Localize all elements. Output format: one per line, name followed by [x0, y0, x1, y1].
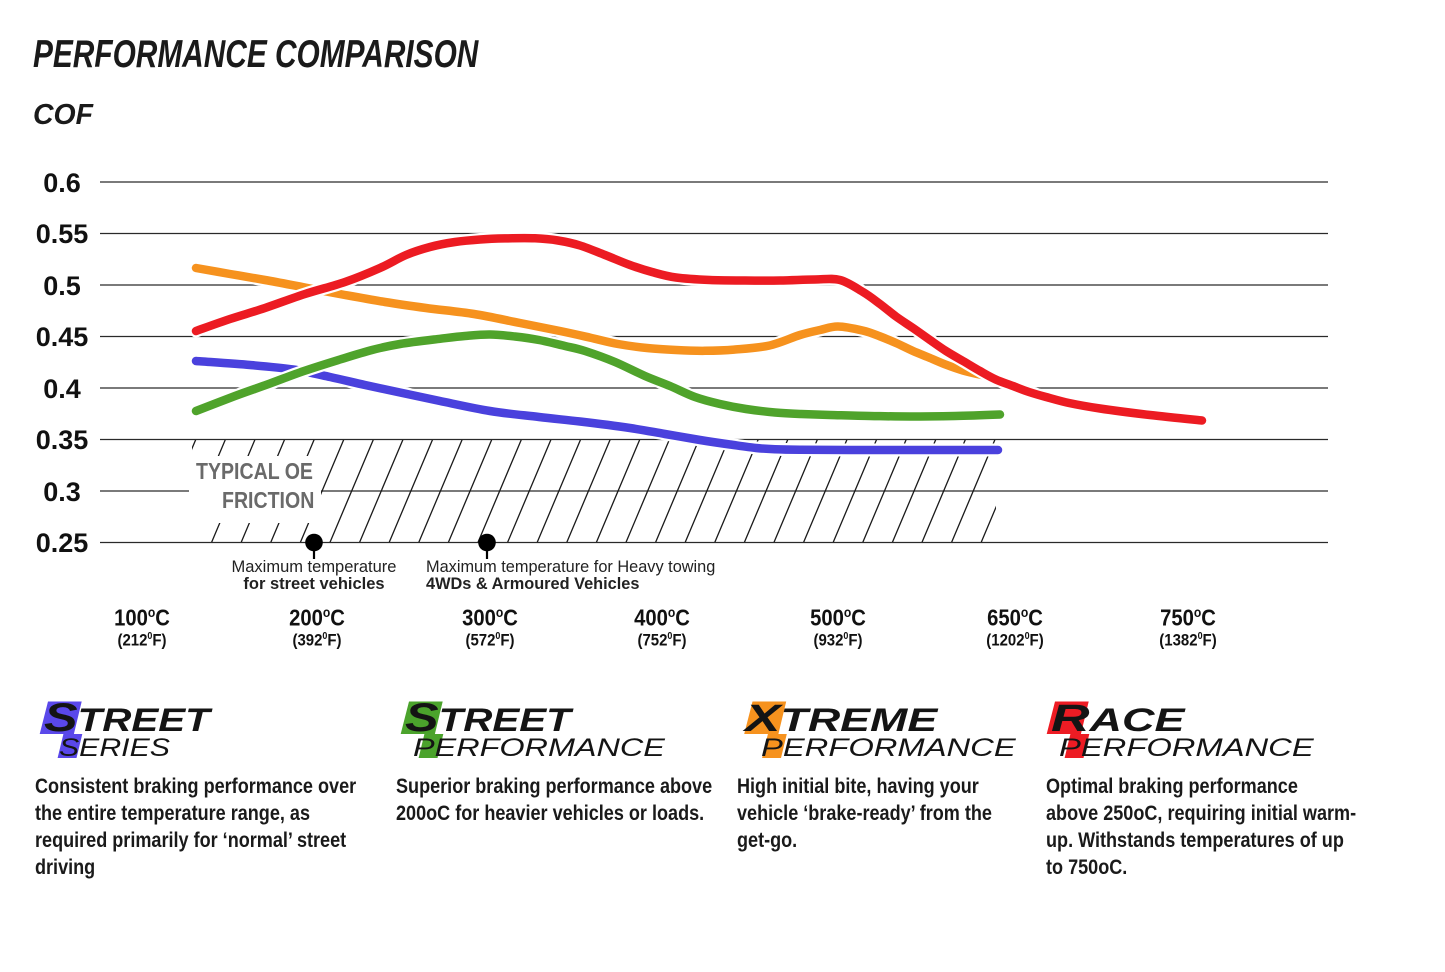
svg-text:XTREME: XTREME: [742, 696, 939, 739]
svg-text:PERFORMANCE: PERFORMANCE: [761, 735, 1016, 762]
svg-text:SERIES: SERIES: [59, 733, 170, 761]
svg-text:PERFORMANCE: PERFORMANCE: [413, 734, 666, 762]
svg-text:STREET: STREET: [44, 695, 213, 740]
svg-text:RACE: RACE: [1051, 697, 1186, 740]
svg-text:STREET: STREET: [405, 695, 574, 740]
svg-text:PERFORMANCE: PERFORMANCE: [1059, 735, 1314, 762]
